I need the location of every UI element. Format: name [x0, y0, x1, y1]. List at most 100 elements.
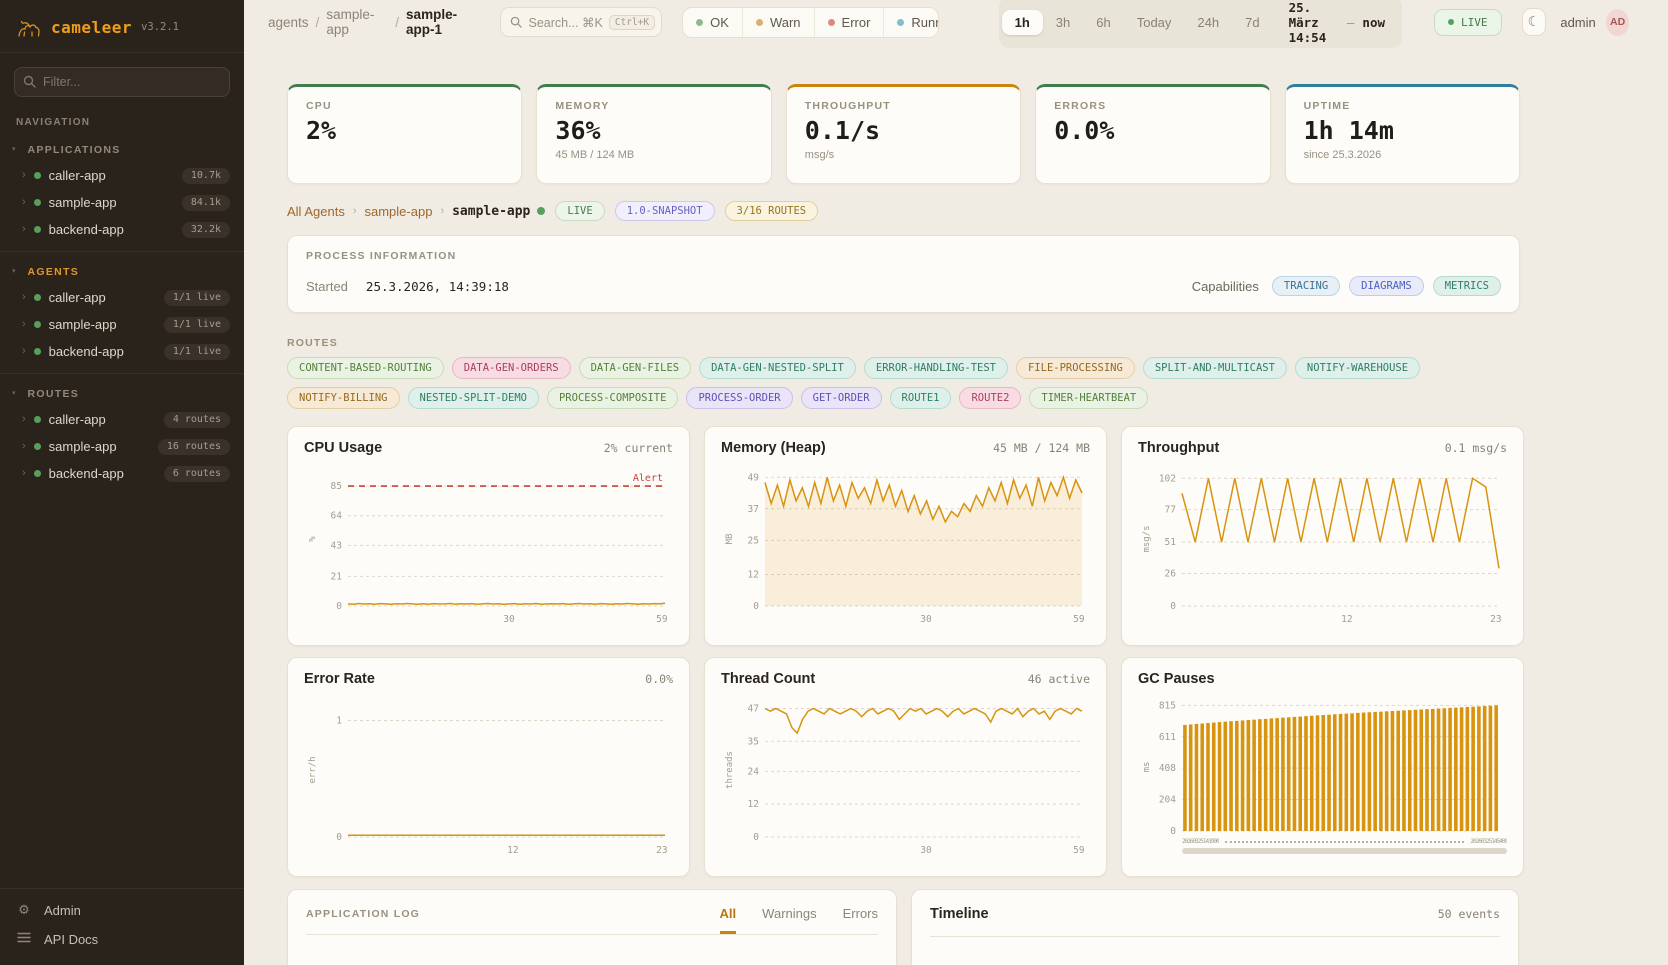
- avatar[interactable]: AD: [1605, 8, 1630, 36]
- chart-plot-throughput: 0 26 51 77 102 msg/s 12 23: [1142, 473, 1502, 625]
- range-button-3h[interactable]: 3h: [1043, 10, 1083, 35]
- breadcrumb-agents[interactable]: agents: [268, 14, 309, 30]
- status-filter-error[interactable]: Error: [815, 7, 885, 37]
- metric-value: 36%: [555, 116, 601, 145]
- route-chip-data-gen-orders[interactable]: DATA-GEN-ORDERS: [451, 357, 571, 379]
- breadcrumb-sample-app[interactable]: sample-app: [326, 7, 375, 37]
- route-chip-route1[interactable]: ROUTE1: [889, 387, 952, 409]
- charts-grid: CPU Usage 2% current 0 21 43 64 85% Alert 30 59 Me…: [287, 426, 1524, 877]
- gc-brush-track[interactable]: [1182, 848, 1507, 854]
- metric-sublabel: 45 MB / 124 MB: [555, 149, 635, 161]
- status-filter-ok[interactable]: OK: [683, 7, 743, 37]
- sidebar-item-badge: 6 routes: [163, 465, 230, 482]
- range-button-1h[interactable]: 1h: [1001, 9, 1043, 35]
- route-chip-route2[interactable]: ROUTE2: [959, 387, 1022, 409]
- range-button-24h[interactable]: 24h: [1184, 10, 1232, 35]
- live-dot-icon: [1448, 19, 1454, 25]
- filter-input[interactable]: [14, 67, 230, 97]
- route-chip-timer-heartbeat[interactable]: TIMER-HEARTBEAT: [1029, 387, 1149, 409]
- svg-text:1: 1: [336, 715, 342, 726]
- menu-icon: [16, 932, 32, 947]
- svg-text:0: 0: [336, 832, 342, 843]
- sidebar-item-label: backend-app: [48, 222, 124, 237]
- sidebar-item-routes-caller-app[interactable]: › caller-app 4 routes: [0, 406, 244, 433]
- time-separator: —: [1346, 14, 1355, 30]
- sidebar-section-header-agents[interactable]: ▾ AGENTS: [0, 258, 244, 284]
- range-button-7d[interactable]: 7d: [1232, 10, 1272, 35]
- time-range-display[interactable]: 25. März 14:54 — now: [1273, 0, 1399, 45]
- sidebar-footer-admin[interactable]: ⚙ Admin: [16, 903, 228, 918]
- metric-cards-row: CPU 2% MEMORY 36% 45 MB / 124 MB THROUGHPUT 0.…: [287, 84, 1520, 184]
- sidebar-item-applications-caller-app[interactable]: › caller-app 10.7k: [0, 162, 244, 189]
- route-chip-notify-billing[interactable]: NOTIFY-BILLING: [287, 387, 400, 409]
- agent-badge-live: LIVE: [555, 201, 605, 221]
- application-log-card: APPLICATION LOG All Warnings Errors: [287, 889, 897, 965]
- route-chip-notify-warehouse[interactable]: NOTIFY-WAREHOUSE: [1294, 357, 1421, 379]
- search-icon: [511, 16, 523, 28]
- sidebar-section-header-applications[interactable]: ▾ APPLICATIONS: [0, 136, 244, 162]
- chart-card-throughput: Throughput 0.1 msg/s 0 26 51 77 102 msg/s 12 23: [1121, 426, 1524, 646]
- sidebar-item-routes-backend-app[interactable]: › backend-app 6 routes: [0, 460, 244, 487]
- sidebar-item-applications-sample-app[interactable]: › sample-app 84.1k: [0, 189, 244, 216]
- status-filter-warn[interactable]: Warn: [743, 7, 815, 37]
- agent-live-dot-icon: [537, 207, 546, 215]
- app-logo[interactable]: cameleer v3.2.1: [0, 0, 244, 53]
- chart-header: CPU Usage 2% current: [304, 440, 673, 456]
- chart-current-value: 45 MB / 124 MB: [993, 441, 1090, 455]
- route-chip-nested-split-demo[interactable]: NESTED-SPLIT-DEMO: [407, 387, 539, 409]
- sidebar-section-header-routes[interactable]: ▾ ROUTES: [0, 380, 244, 406]
- log-tabs: All Warnings Errors: [719, 906, 878, 934]
- range-button-6h[interactable]: 6h: [1083, 10, 1123, 35]
- section-caret-icon: ▾: [12, 390, 16, 397]
- route-chip-process-order[interactable]: PROCESS-ORDER: [686, 387, 793, 409]
- status-dot-icon: [33, 348, 41, 355]
- chart-current-value: 0.0%: [645, 672, 673, 686]
- gc-axis-label-left: 20260325143900: [1182, 838, 1219, 845]
- global-search[interactable]: Search... ⌘K Ctrl+K: [500, 7, 663, 37]
- search-placeholder: Search... ⌘K: [528, 15, 603, 30]
- sidebar-item-badge: 4 routes: [163, 411, 230, 428]
- sidebar-item-agents-backend-app[interactable]: › backend-app 1/1 live: [0, 338, 244, 365]
- log-tab-warnings[interactable]: Warnings: [762, 906, 817, 921]
- sidebar-item-agents-sample-app[interactable]: › sample-app 1/1 live: [0, 311, 244, 338]
- metric-label: CPU: [306, 100, 332, 112]
- sidebar-item-badge: 32.2k: [181, 221, 230, 238]
- svg-text:408: 408: [1159, 763, 1176, 774]
- dark-mode-toggle[interactable]: ☾: [1521, 8, 1547, 36]
- route-chip-split-and-multicast[interactable]: SPLIT-AND-MULTICAST: [1142, 357, 1287, 379]
- status-filter-running[interactable]: Running: [884, 8, 938, 37]
- svg-text:204: 204: [1159, 795, 1176, 806]
- bottom-row: APPLICATION LOG All Warnings Errors Timeli…: [287, 889, 1520, 965]
- agent-link-sample-app[interactable]: sample-app: [364, 203, 433, 219]
- section-caret-icon: ▾: [12, 268, 16, 275]
- route-chip-data-gen-nested-split[interactable]: DATA-GEN-NESTED-SPLIT: [699, 357, 856, 379]
- route-chip-get-order[interactable]: GET-ORDER: [800, 387, 882, 409]
- chart-header: Thread Count 46 active: [721, 671, 1090, 687]
- range-button-today[interactable]: Today: [1124, 10, 1185, 35]
- route-chip-error-handling-test[interactable]: ERROR-HANDLING-TEST: [863, 357, 1008, 379]
- route-chip-process-composite[interactable]: PROCESS-COMPOSITE: [546, 387, 679, 409]
- sidebar-item-label: sample-app: [48, 439, 117, 454]
- sidebar-item-badge: 16 routes: [157, 438, 230, 455]
- sidebar-item-routes-sample-app[interactable]: › sample-app 16 routes: [0, 433, 244, 460]
- log-tab-errors[interactable]: Errors: [842, 906, 878, 921]
- agent-badge-1-0-snapshot: 1.0-SNAPSHOT: [614, 201, 715, 221]
- agent-breadcrumb-bar: All Agents › sample-app › sample-app LIVE 1.0-…: [287, 201, 1520, 221]
- chart-header: Error Rate 0.0%: [304, 671, 673, 687]
- chart-card-cpu-usage: CPU Usage 2% current 0 21 43 64 85% Alert 30 59: [287, 426, 690, 646]
- status-dot-icon: [696, 18, 704, 26]
- route-chip-data-gen-files[interactable]: DATA-GEN-FILES: [578, 357, 692, 379]
- log-tab-all[interactable]: All: [719, 906, 737, 934]
- sidebar-item-agents-caller-app[interactable]: › caller-app 1/1 live: [0, 284, 244, 311]
- routes-section-label: ROUTES: [287, 337, 338, 349]
- status-filter-label: Warn: [769, 14, 801, 30]
- svg-text:64: 64: [331, 511, 343, 522]
- live-indicator[interactable]: LIVE: [1434, 8, 1502, 36]
- agent-link-all-agents[interactable]: All Agents: [287, 203, 345, 219]
- status-dot-icon: [33, 172, 41, 179]
- route-chip-content-based-routing[interactable]: CONTENT-BASED-ROUTING: [287, 357, 444, 379]
- navigation-label: NAVIGATION: [16, 117, 91, 128]
- sidebar-footer-api-docs[interactable]: API Docs: [16, 932, 228, 947]
- route-chip-file-processing[interactable]: FILE-PROCESSING: [1015, 357, 1135, 379]
- sidebar-item-applications-backend-app[interactable]: › backend-app 32.2k: [0, 216, 244, 243]
